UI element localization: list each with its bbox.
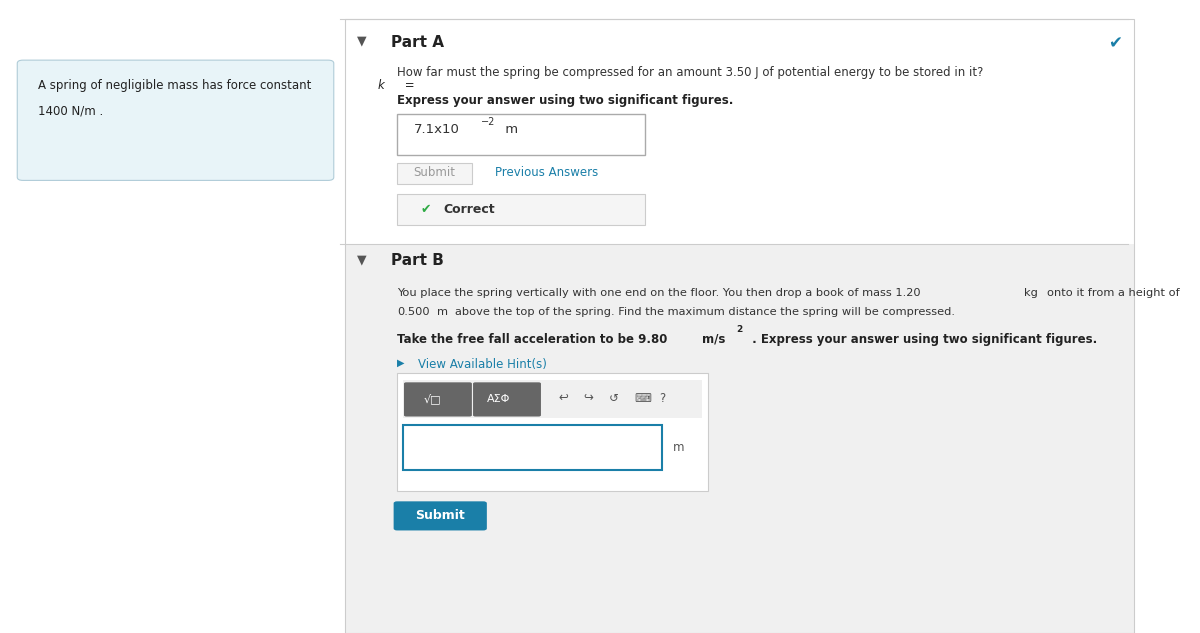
FancyBboxPatch shape: [394, 501, 487, 530]
Text: kg: kg: [1025, 288, 1038, 298]
Text: 1400 N/m .: 1400 N/m .: [38, 104, 103, 118]
Text: Part B: Part B: [391, 253, 444, 268]
Text: ✔: ✔: [1109, 35, 1122, 53]
Text: ?: ?: [660, 392, 666, 405]
Text: Submit: Submit: [414, 166, 456, 179]
Text: ↩: ↩: [558, 392, 568, 405]
Text: ⌨: ⌨: [634, 392, 652, 405]
Text: You place the spring vertically with one end on the floor. You then drop a book : You place the spring vertically with one…: [397, 288, 920, 298]
Text: m: m: [673, 441, 685, 454]
FancyBboxPatch shape: [397, 114, 644, 155]
Text: 7.1x10: 7.1x10: [414, 123, 461, 136]
Text: Express your answer using two significant figures.: Express your answer using two significan…: [397, 94, 733, 107]
Text: 0.500: 0.500: [397, 307, 430, 317]
Text: √□: √□: [424, 394, 442, 404]
Text: k: k: [378, 79, 384, 92]
FancyBboxPatch shape: [403, 380, 702, 418]
Text: above the top of the spring. Find the maximum distance the spring will be compre: above the top of the spring. Find the ma…: [455, 307, 955, 317]
Text: View Available Hint(s): View Available Hint(s): [418, 358, 547, 371]
FancyBboxPatch shape: [473, 382, 541, 417]
Text: m: m: [500, 123, 517, 136]
FancyBboxPatch shape: [17, 60, 334, 180]
Text: ΑΣΦ: ΑΣΦ: [487, 394, 510, 404]
FancyBboxPatch shape: [397, 373, 708, 491]
Text: Correct: Correct: [443, 203, 494, 216]
Text: ▼: ▼: [356, 253, 366, 266]
Text: 2: 2: [737, 325, 743, 334]
FancyBboxPatch shape: [403, 425, 661, 470]
Text: ▼: ▼: [356, 35, 366, 48]
Text: How far must the spring be compressed for an amount 3.50 J of potential energy t: How far must the spring be compressed fo…: [397, 66, 984, 80]
Text: =: =: [401, 79, 414, 92]
Text: Submit: Submit: [415, 510, 466, 522]
Text: ↺: ↺: [608, 392, 619, 405]
Text: . Express your answer using two significant figures.: . Express your answer using two signific…: [748, 333, 1097, 346]
Text: Previous Answers: Previous Answers: [494, 166, 598, 179]
FancyBboxPatch shape: [346, 244, 1134, 633]
Text: ▶: ▶: [397, 358, 404, 368]
Text: Part A: Part A: [391, 35, 444, 50]
Text: onto it from a height of: onto it from a height of: [1048, 288, 1180, 298]
Text: Take the free fall acceleration to be 9.80: Take the free fall acceleration to be 9.…: [397, 333, 667, 346]
FancyBboxPatch shape: [397, 194, 644, 225]
Text: −2: −2: [481, 116, 496, 127]
Text: ↪: ↪: [583, 392, 594, 405]
Text: m/s: m/s: [702, 333, 726, 346]
FancyBboxPatch shape: [397, 163, 472, 184]
FancyBboxPatch shape: [404, 382, 472, 417]
Text: ✔: ✔: [420, 203, 431, 216]
Text: m: m: [437, 307, 449, 317]
Text: A spring of negligible mass has force constant: A spring of negligible mass has force co…: [38, 79, 316, 92]
